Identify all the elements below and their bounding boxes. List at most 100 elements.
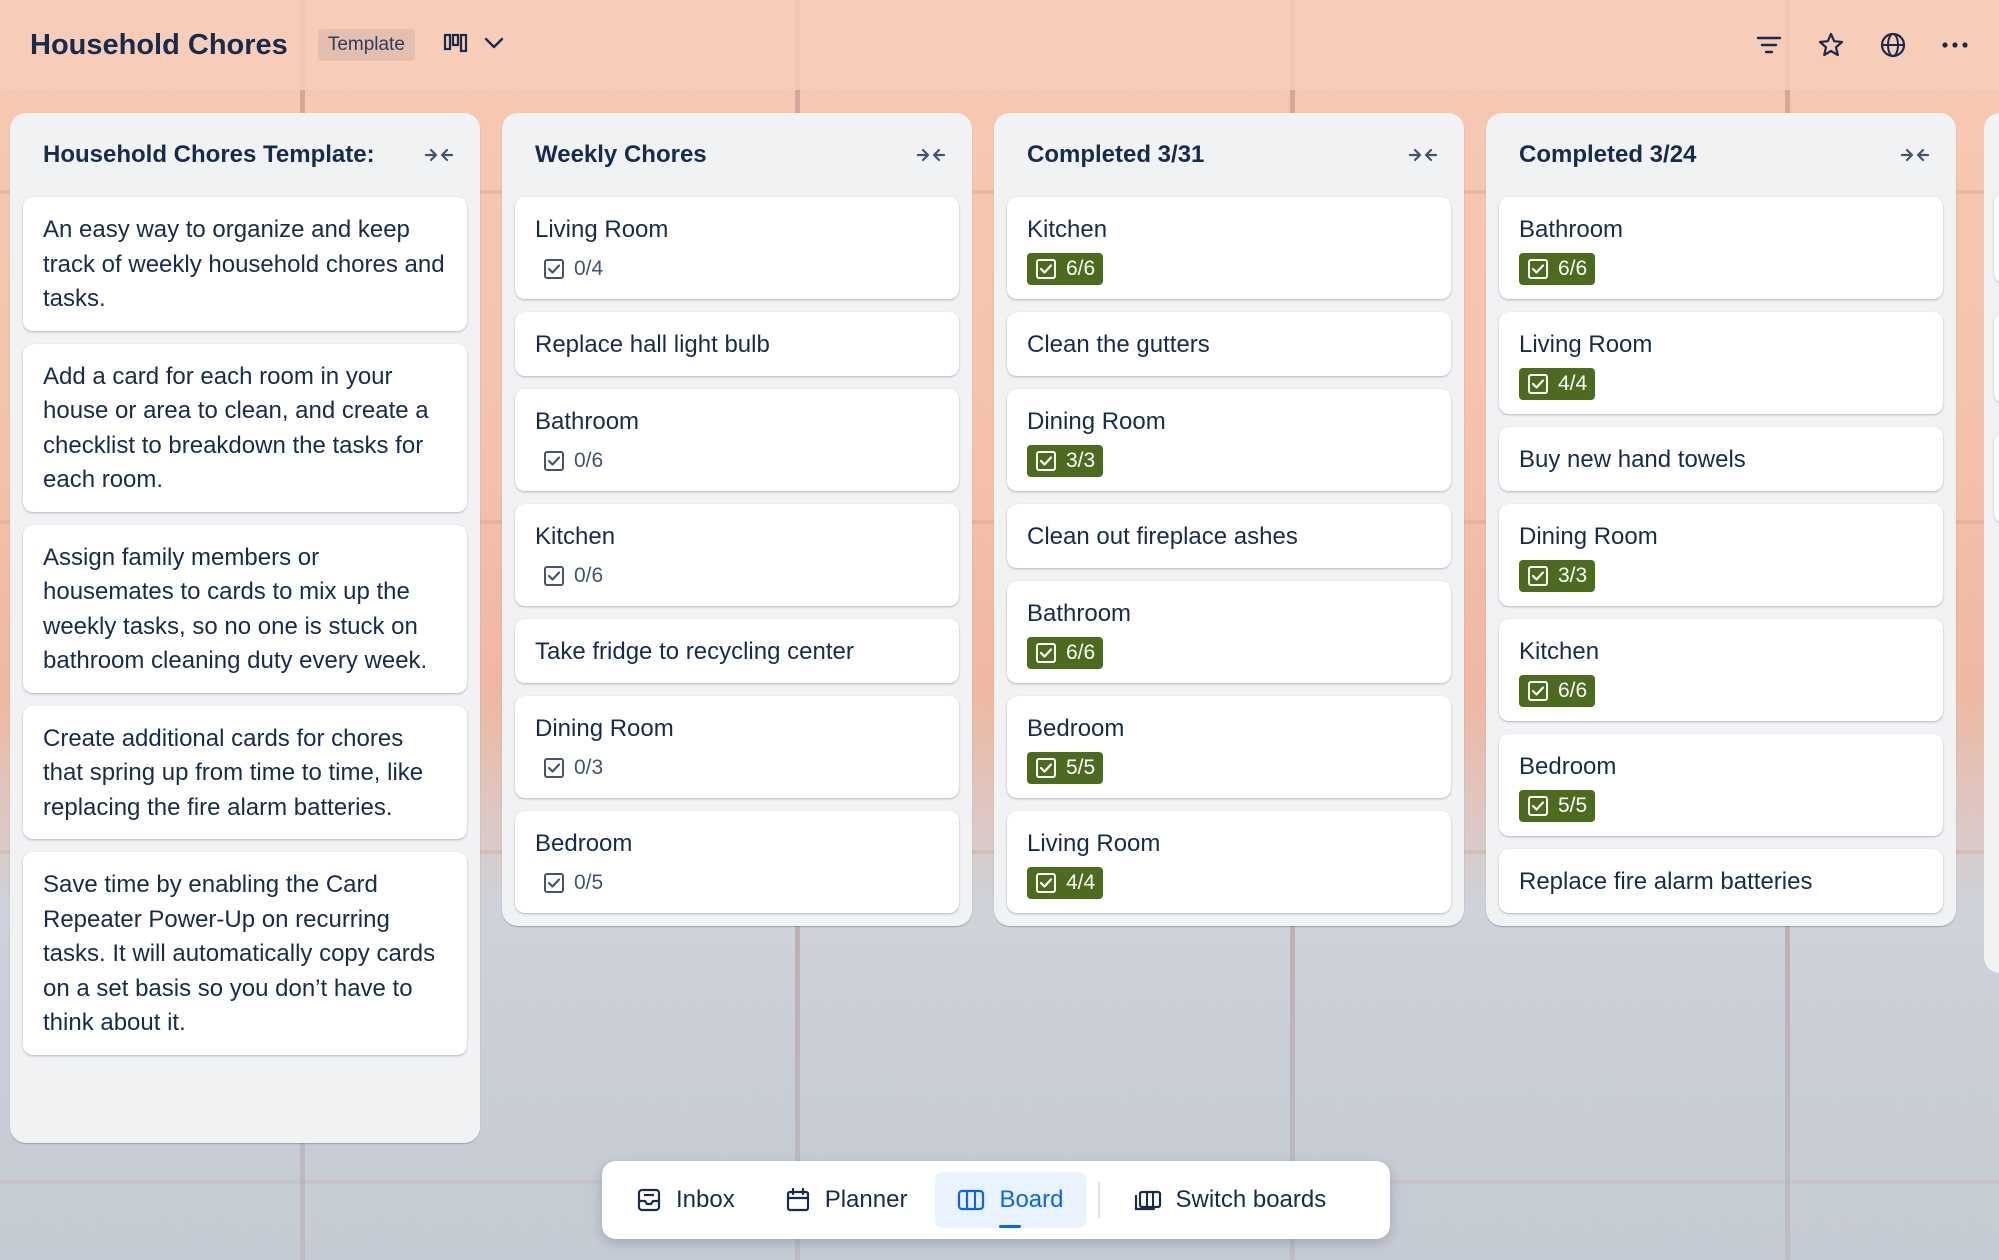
checklist-count: 6/6 xyxy=(1558,679,1588,702)
board-view-icon xyxy=(443,32,469,59)
list-title[interactable]: Completed 3/24 xyxy=(1519,141,1697,168)
switch-boards-icon xyxy=(1134,1190,1161,1211)
checklist-icon xyxy=(1036,643,1056,663)
list-weekly-chores: Weekly Chores Living Room 0/4 Replace ha… xyxy=(502,113,972,926)
card-title: Living Room xyxy=(535,216,669,243)
nav-board[interactable]: Board xyxy=(935,1172,1086,1228)
list-card[interactable]: Add a card for each room in your house o… xyxy=(23,343,467,512)
card-title: Buy new hand towels xyxy=(1519,446,1746,473)
checklist-icon xyxy=(1528,259,1548,279)
collapse-icon[interactable] xyxy=(913,137,949,173)
nav-switch-boards-label: Switch boards xyxy=(1175,1186,1327,1213)
card-title: Bedroom xyxy=(535,830,633,857)
list-card[interactable]: Living Room 4/4 xyxy=(1499,312,1943,414)
checklist-badge-complete: 5/5 xyxy=(1519,790,1596,822)
card-title: Dining Room xyxy=(1519,523,1658,550)
nav-inbox[interactable]: Inbox xyxy=(614,1172,757,1228)
list-card[interactable] xyxy=(1994,313,1999,403)
list-card[interactable]: An easy way to organize and keep track o… xyxy=(23,197,467,331)
list-card[interactable]: Dining Room 3/3 xyxy=(1007,389,1451,491)
board-header: Household Chores Template xyxy=(0,0,1999,90)
globe-icon[interactable] xyxy=(1879,31,1907,59)
list-card[interactable] xyxy=(1994,193,1999,283)
checklist-count: 5/5 xyxy=(1066,756,1096,779)
list-completed-3-24: Completed 3/24 Bathroom 6/6 Living Room … xyxy=(1486,113,1956,926)
list-card[interactable]: Bedroom 0/5 xyxy=(515,811,959,913)
checklist-badge: 0/5 xyxy=(535,867,611,899)
card-title: Bathroom xyxy=(1519,216,1624,243)
list-card[interactable]: Kitchen 6/6 xyxy=(1007,197,1451,299)
list-card[interactable]: Create additional cards for chores that … xyxy=(23,705,467,839)
list-card[interactable]: Dining Room 3/3 xyxy=(1499,504,1943,606)
checklist-count: 6/6 xyxy=(1066,641,1096,664)
card-title: Bathroom xyxy=(535,408,640,435)
more-icon[interactable] xyxy=(1941,31,1969,59)
checklist-count: 0/4 xyxy=(574,257,604,280)
list-card[interactable]: Dining Room 0/3 xyxy=(515,696,959,798)
star-icon[interactable] xyxy=(1817,31,1845,59)
list-title[interactable]: Completed 3/31 xyxy=(1027,141,1205,168)
card-title: Bedroom xyxy=(1519,753,1617,780)
list-card[interactable]: Bathroom 0/6 xyxy=(515,389,959,491)
checklist-badge-complete: 4/4 xyxy=(1027,867,1104,899)
list-card[interactable]: Assign family members or housemates to c… xyxy=(23,524,467,693)
checklist-icon xyxy=(544,451,564,471)
nav-planner-label: Planner xyxy=(824,1186,908,1213)
card-title: Living Room xyxy=(1027,830,1161,857)
card-title: Take fridge to recycling center xyxy=(535,638,854,665)
checklist-count: 0/3 xyxy=(574,756,604,779)
list-card[interactable]: Bathroom 6/6 xyxy=(1007,581,1451,683)
list-card[interactable]: Save time by enabling the Card Repeater … xyxy=(23,852,467,1055)
checklist-icon xyxy=(1528,796,1548,816)
list-next-partial xyxy=(1984,113,1999,973)
checklist-count: 0/6 xyxy=(574,449,604,472)
list-card[interactable]: Living Room 0/4 xyxy=(515,197,959,299)
list-card[interactable]: Replace fire alarm batteries xyxy=(1499,849,1943,913)
nav-board-label: Board xyxy=(999,1186,1064,1213)
template-badge: Template xyxy=(317,29,415,61)
filter-icon[interactable] xyxy=(1755,31,1783,59)
collapse-icon[interactable] xyxy=(1405,137,1441,173)
card-title: Replace fire alarm batteries xyxy=(1519,868,1813,895)
board-title[interactable]: Household Chores xyxy=(30,28,288,61)
checklist-icon xyxy=(1528,374,1548,394)
list-card[interactable]: Buy new hand towels xyxy=(1499,427,1943,491)
collapse-icon[interactable] xyxy=(1897,137,1933,173)
list-card[interactable]: Clean the gutters xyxy=(1007,312,1451,376)
checklist-icon xyxy=(1036,758,1056,778)
checklist-count: 0/5 xyxy=(574,871,604,894)
list-card[interactable]: Clean out fireplace ashes xyxy=(1007,504,1451,568)
list-header: Completed 3/24 xyxy=(1499,113,1943,197)
checklist-badge: 0/6 xyxy=(535,445,611,477)
card-title: Save time by enabling the Card Repeater … xyxy=(43,871,436,1036)
planner-icon xyxy=(786,1187,809,1212)
collapse-icon[interactable] xyxy=(421,137,457,173)
checklist-icon xyxy=(1036,259,1056,279)
list-card[interactable]: Bedroom 5/5 xyxy=(1007,696,1451,798)
card-title: Kitchen xyxy=(1027,216,1108,243)
checklist-icon xyxy=(1528,566,1548,586)
card-title: Create additional cards for chores that … xyxy=(43,724,424,821)
list-card[interactable]: Living Room 4/4 xyxy=(1007,811,1451,913)
list-title[interactable]: Weekly Chores xyxy=(535,141,707,168)
bottom-nav: Inbox Planner Board Switch boards xyxy=(602,1161,1390,1239)
list-header: Household Chores Template: xyxy=(23,113,467,197)
list-header: Completed 3/31 xyxy=(1007,113,1451,197)
nav-planner[interactable]: Planner xyxy=(763,1172,930,1228)
checklist-icon xyxy=(1036,873,1056,893)
list-card[interactable]: Kitchen 0/6 xyxy=(515,504,959,606)
list-card[interactable]: Replace hall light bulb xyxy=(515,312,959,376)
nav-switch-boards[interactable]: Switch boards xyxy=(1112,1172,1349,1228)
list-card[interactable]: Kitchen 6/6 xyxy=(1499,619,1943,721)
list-household-chores-template: Household Chores Template: An easy way t… xyxy=(10,113,480,1143)
checklist-badge-complete: 6/6 xyxy=(1519,253,1596,285)
list-card[interactable] xyxy=(1994,433,1999,523)
checklist-badge: 0/6 xyxy=(535,560,611,592)
list-title[interactable]: Household Chores Template: xyxy=(43,141,375,168)
list-card[interactable]: Bedroom 5/5 xyxy=(1499,734,1943,836)
view-switcher[interactable] xyxy=(443,32,505,59)
card-title: Kitchen xyxy=(1519,638,1600,665)
list-card[interactable]: Bathroom 6/6 xyxy=(1499,197,1943,299)
list-card[interactable]: Take fridge to recycling center xyxy=(515,619,959,683)
checklist-icon xyxy=(1036,451,1056,471)
